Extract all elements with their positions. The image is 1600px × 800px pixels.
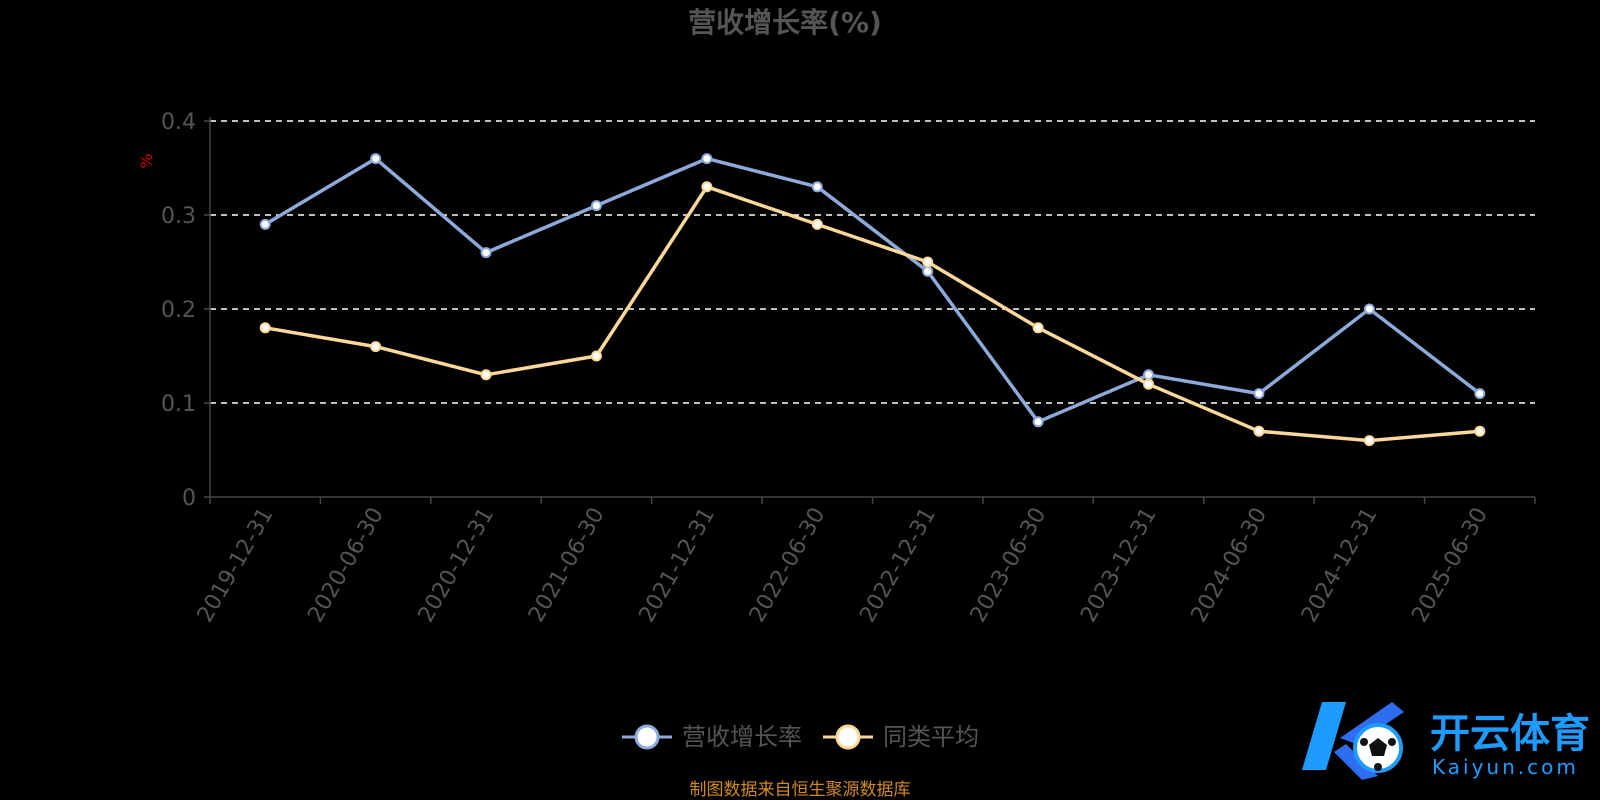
data-point-1-11 bbox=[1474, 425, 1486, 437]
data-point-0-5 bbox=[811, 181, 823, 193]
data-point-1-3 bbox=[590, 350, 602, 362]
data-source-note: 制图数据来自恒生聚源数据库 bbox=[690, 780, 911, 800]
data-point-0-3 bbox=[590, 200, 602, 212]
x-tick-label-1: 2020-06-30 bbox=[303, 504, 389, 627]
y-tick-label-0: 0 bbox=[182, 486, 196, 511]
data-point-0-9 bbox=[1253, 388, 1265, 400]
data-point-0-6 bbox=[922, 265, 934, 277]
legend-label-peer-average: 同类平均 bbox=[883, 723, 979, 751]
x-tick-label-3: 2021-06-30 bbox=[524, 504, 610, 627]
data-point-0-1 bbox=[370, 153, 382, 165]
series-group bbox=[259, 153, 1486, 447]
y-tick-label-4: 0.4 bbox=[161, 110, 196, 135]
data-point-0-8 bbox=[1143, 369, 1155, 381]
data-point-0-11 bbox=[1474, 388, 1486, 400]
y-tick-labels: 0 0.1 0.2 0.3 0.4 bbox=[161, 110, 210, 511]
legend: 营收增长率 同类平均 bbox=[622, 723, 979, 751]
brand-logo-icon bbox=[1302, 702, 1404, 780]
x-tick-label-11: 2025-06-30 bbox=[1407, 504, 1493, 627]
axes bbox=[209, 117, 1536, 504]
data-point-1-0 bbox=[259, 322, 271, 334]
data-point-1-8 bbox=[1143, 378, 1155, 390]
x-tick-label-0: 2019-12-31 bbox=[193, 504, 279, 627]
brand-name-cn: 开云体育 bbox=[1430, 711, 1590, 757]
y-tick-label-3: 0.3 bbox=[161, 204, 196, 229]
data-point-0-0 bbox=[259, 218, 271, 230]
legend-item-revenue-growth[interactable]: 营收增长率 bbox=[622, 723, 802, 751]
x-tick-label-5: 2022-06-30 bbox=[745, 504, 831, 627]
series-0 bbox=[259, 153, 1486, 428]
brand-name-en: Kaiyun.com bbox=[1432, 755, 1579, 779]
legend-marker-peer-average bbox=[835, 724, 861, 750]
data-point-1-9 bbox=[1253, 425, 1265, 437]
data-point-0-2 bbox=[480, 247, 492, 259]
series-line-1 bbox=[264, 185, 1480, 443]
data-point-0-4 bbox=[701, 153, 713, 165]
x-tick-label-10: 2024-12-31 bbox=[1297, 504, 1383, 627]
legend-label-revenue-growth: 营收增长率 bbox=[682, 723, 802, 751]
x-tick-label-7: 2023-06-30 bbox=[966, 504, 1052, 627]
x-tick-label-6: 2022-12-31 bbox=[855, 503, 941, 626]
x-tick-label-8: 2023-12-31 bbox=[1076, 504, 1162, 627]
x-tick-labels: 2019-12-31 2020-06-30 2020-12-31 2021-06-30… bbox=[193, 503, 1493, 626]
y-tick-label-1: 0.1 bbox=[161, 392, 196, 417]
data-point-1-7 bbox=[1032, 322, 1044, 334]
y-tick-label-2: 0.2 bbox=[161, 298, 196, 323]
x-tick-label-9: 2024-06-30 bbox=[1187, 504, 1273, 627]
series-1 bbox=[259, 181, 1486, 447]
data-point-0-7 bbox=[1032, 416, 1044, 428]
x-tick-label-2: 2020-12-31 bbox=[414, 503, 500, 626]
data-point-1-4 bbox=[701, 181, 713, 193]
data-point-1-1 bbox=[370, 341, 382, 353]
legend-item-peer-average[interactable]: 同类平均 bbox=[823, 723, 979, 751]
data-point-1-5 bbox=[811, 218, 823, 230]
x-tick-label-4: 2021-12-31 bbox=[634, 504, 720, 627]
data-point-1-2 bbox=[480, 369, 492, 381]
chart-title: 营收增长率(%) bbox=[688, 6, 882, 39]
series-line-0 bbox=[264, 156, 1481, 424]
data-point-1-10 bbox=[1363, 435, 1375, 447]
data-point-0-10 bbox=[1363, 303, 1375, 315]
grid-lines bbox=[210, 120, 1535, 404]
data-point-1-6 bbox=[922, 256, 934, 268]
y-axis-unit-label: % bbox=[137, 153, 156, 168]
legend-marker-revenue-growth bbox=[634, 724, 660, 750]
brand-watermark: 开云体育 Kaiyun.com bbox=[1302, 702, 1590, 780]
